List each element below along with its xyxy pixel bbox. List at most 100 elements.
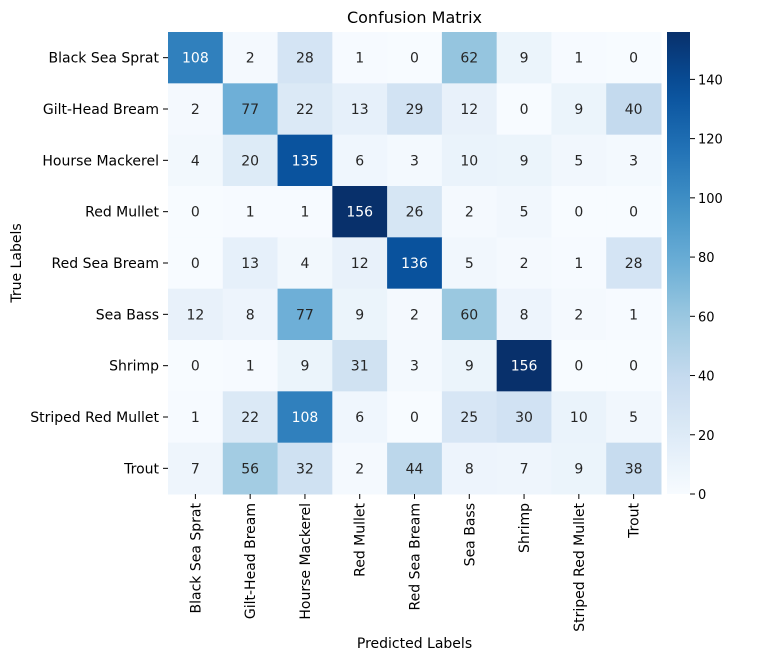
chart-title: Confusion Matrix [347,8,482,27]
heatmap-cell [496,442,552,495]
x-tick-label: Striped Red Mullet [572,502,588,631]
heatmap-cell [277,237,333,290]
heatmap-cell [222,134,279,187]
heatmap-cell [332,83,388,136]
cell-value-label: 40 [625,102,643,118]
heatmap-cell [168,32,224,84]
cell-value-label: 0 [520,102,529,118]
cell-value-label: 31 [351,359,369,375]
heatmap-cell [222,83,279,136]
cell-value-label: 12 [460,102,478,118]
cell-value-label: 20 [241,153,259,169]
heatmap-cell [277,32,333,84]
cell-value-label: 2 [191,102,200,118]
heatmap-cell [441,186,498,238]
y-tick-label: Sea Bass [96,307,159,323]
cell-value-label: 2 [355,461,364,477]
heatmap-cell [168,237,224,290]
cell-value-label: 0 [629,359,638,375]
cell-value-label: 10 [460,153,478,169]
colorbar: 0 20 40 60 80 100 120 140 [667,32,723,503]
heatmap-cell [168,391,224,444]
heatmap-cell [496,134,552,187]
cell-value-label: 1 [191,410,200,426]
heatmap-cell [387,340,443,392]
cell-value-label: 0 [191,359,200,375]
heatmap-cell [387,442,443,495]
heatmap-cell [222,340,279,392]
heatmap-cell [277,83,333,136]
heatmap-cell [606,288,662,341]
heatmap-cell [332,32,388,84]
cell-value-label: 77 [241,102,259,118]
y-axis-label: True Labels [9,223,25,303]
cell-value-label: 13 [241,256,259,272]
cell-value-label: 10 [570,410,588,426]
heatmap-cell [606,442,662,495]
heatmap-cell [387,83,443,136]
heatmap-cell [387,391,443,444]
heatmap-cell [222,237,279,290]
cell-value-label: 9 [520,153,529,169]
cell-value-label: 62 [460,51,478,67]
heatmap-cell [441,32,498,84]
heatmap-cell [277,391,333,444]
cell-value-label: 9 [355,307,364,323]
colorbar-tick-label: 60 [698,310,715,325]
heatmap-cell [496,83,552,136]
heatmap-cell [222,442,279,495]
heatmap-cell [606,186,662,238]
heatmap-cell [551,391,607,444]
cell-value-label: 5 [465,256,474,272]
cell-value-label: 1 [574,51,583,67]
cell-value-label: 9 [574,102,583,118]
heatmap-cell [441,83,498,136]
heatmap-cell [441,391,498,444]
cell-value-label: 6 [355,153,364,169]
heatmap-cell [551,340,607,392]
cell-value-label: 12 [186,307,204,323]
y-tick-label: Hourse Mackerel [42,153,159,169]
heatmap-cell [277,186,333,238]
heatmap-cell [168,288,224,341]
heatmap-cell [551,186,607,238]
heatmap-cell [496,186,552,238]
cell-value-label: 5 [574,153,583,169]
x-tick-label: Trout [627,502,643,538]
heatmap-cell [551,134,607,187]
x-tick-label: Gilt-Head Bream [243,503,259,619]
cell-value-label: 2 [574,307,583,323]
heatmap-cell [332,340,388,392]
cell-value-label: 9 [520,51,529,67]
heatmap-cell [332,134,388,187]
cell-value-label: 3 [410,153,419,169]
cell-value-label: 44 [406,461,424,477]
heatmap-cell [441,340,498,392]
heatmap-cell [387,186,443,238]
colorbar-tick-label: 20 [698,429,715,444]
x-tick-label: Shrimp [517,503,533,553]
cell-value-label: 0 [629,205,638,221]
cell-value-label: 108 [292,410,319,426]
cell-value-label: 60 [460,307,478,323]
colorbar-tick-label: 40 [698,370,715,385]
y-tick-label: Trout [123,461,159,477]
cell-value-label: 9 [574,461,583,477]
heatmap-cell [551,288,607,341]
heatmap-cell [551,237,607,290]
cell-value-label: 8 [246,307,255,323]
cell-value-label: 29 [406,102,424,118]
cell-value-label: 26 [406,205,424,221]
heatmap-cell [332,237,388,290]
heatmap-cell [332,391,388,444]
cell-value-label: 30 [515,410,533,426]
cell-value-label: 156 [511,359,538,375]
y-tick-label: Red Sea Bream [52,256,159,272]
heatmap-cell [168,186,224,238]
heatmap-cell [277,340,333,392]
colorbar-tick-label: 100 [698,192,723,207]
heatmap-cell [168,134,224,187]
heatmap-cell [387,134,443,187]
cell-value-label: 108 [182,51,209,67]
